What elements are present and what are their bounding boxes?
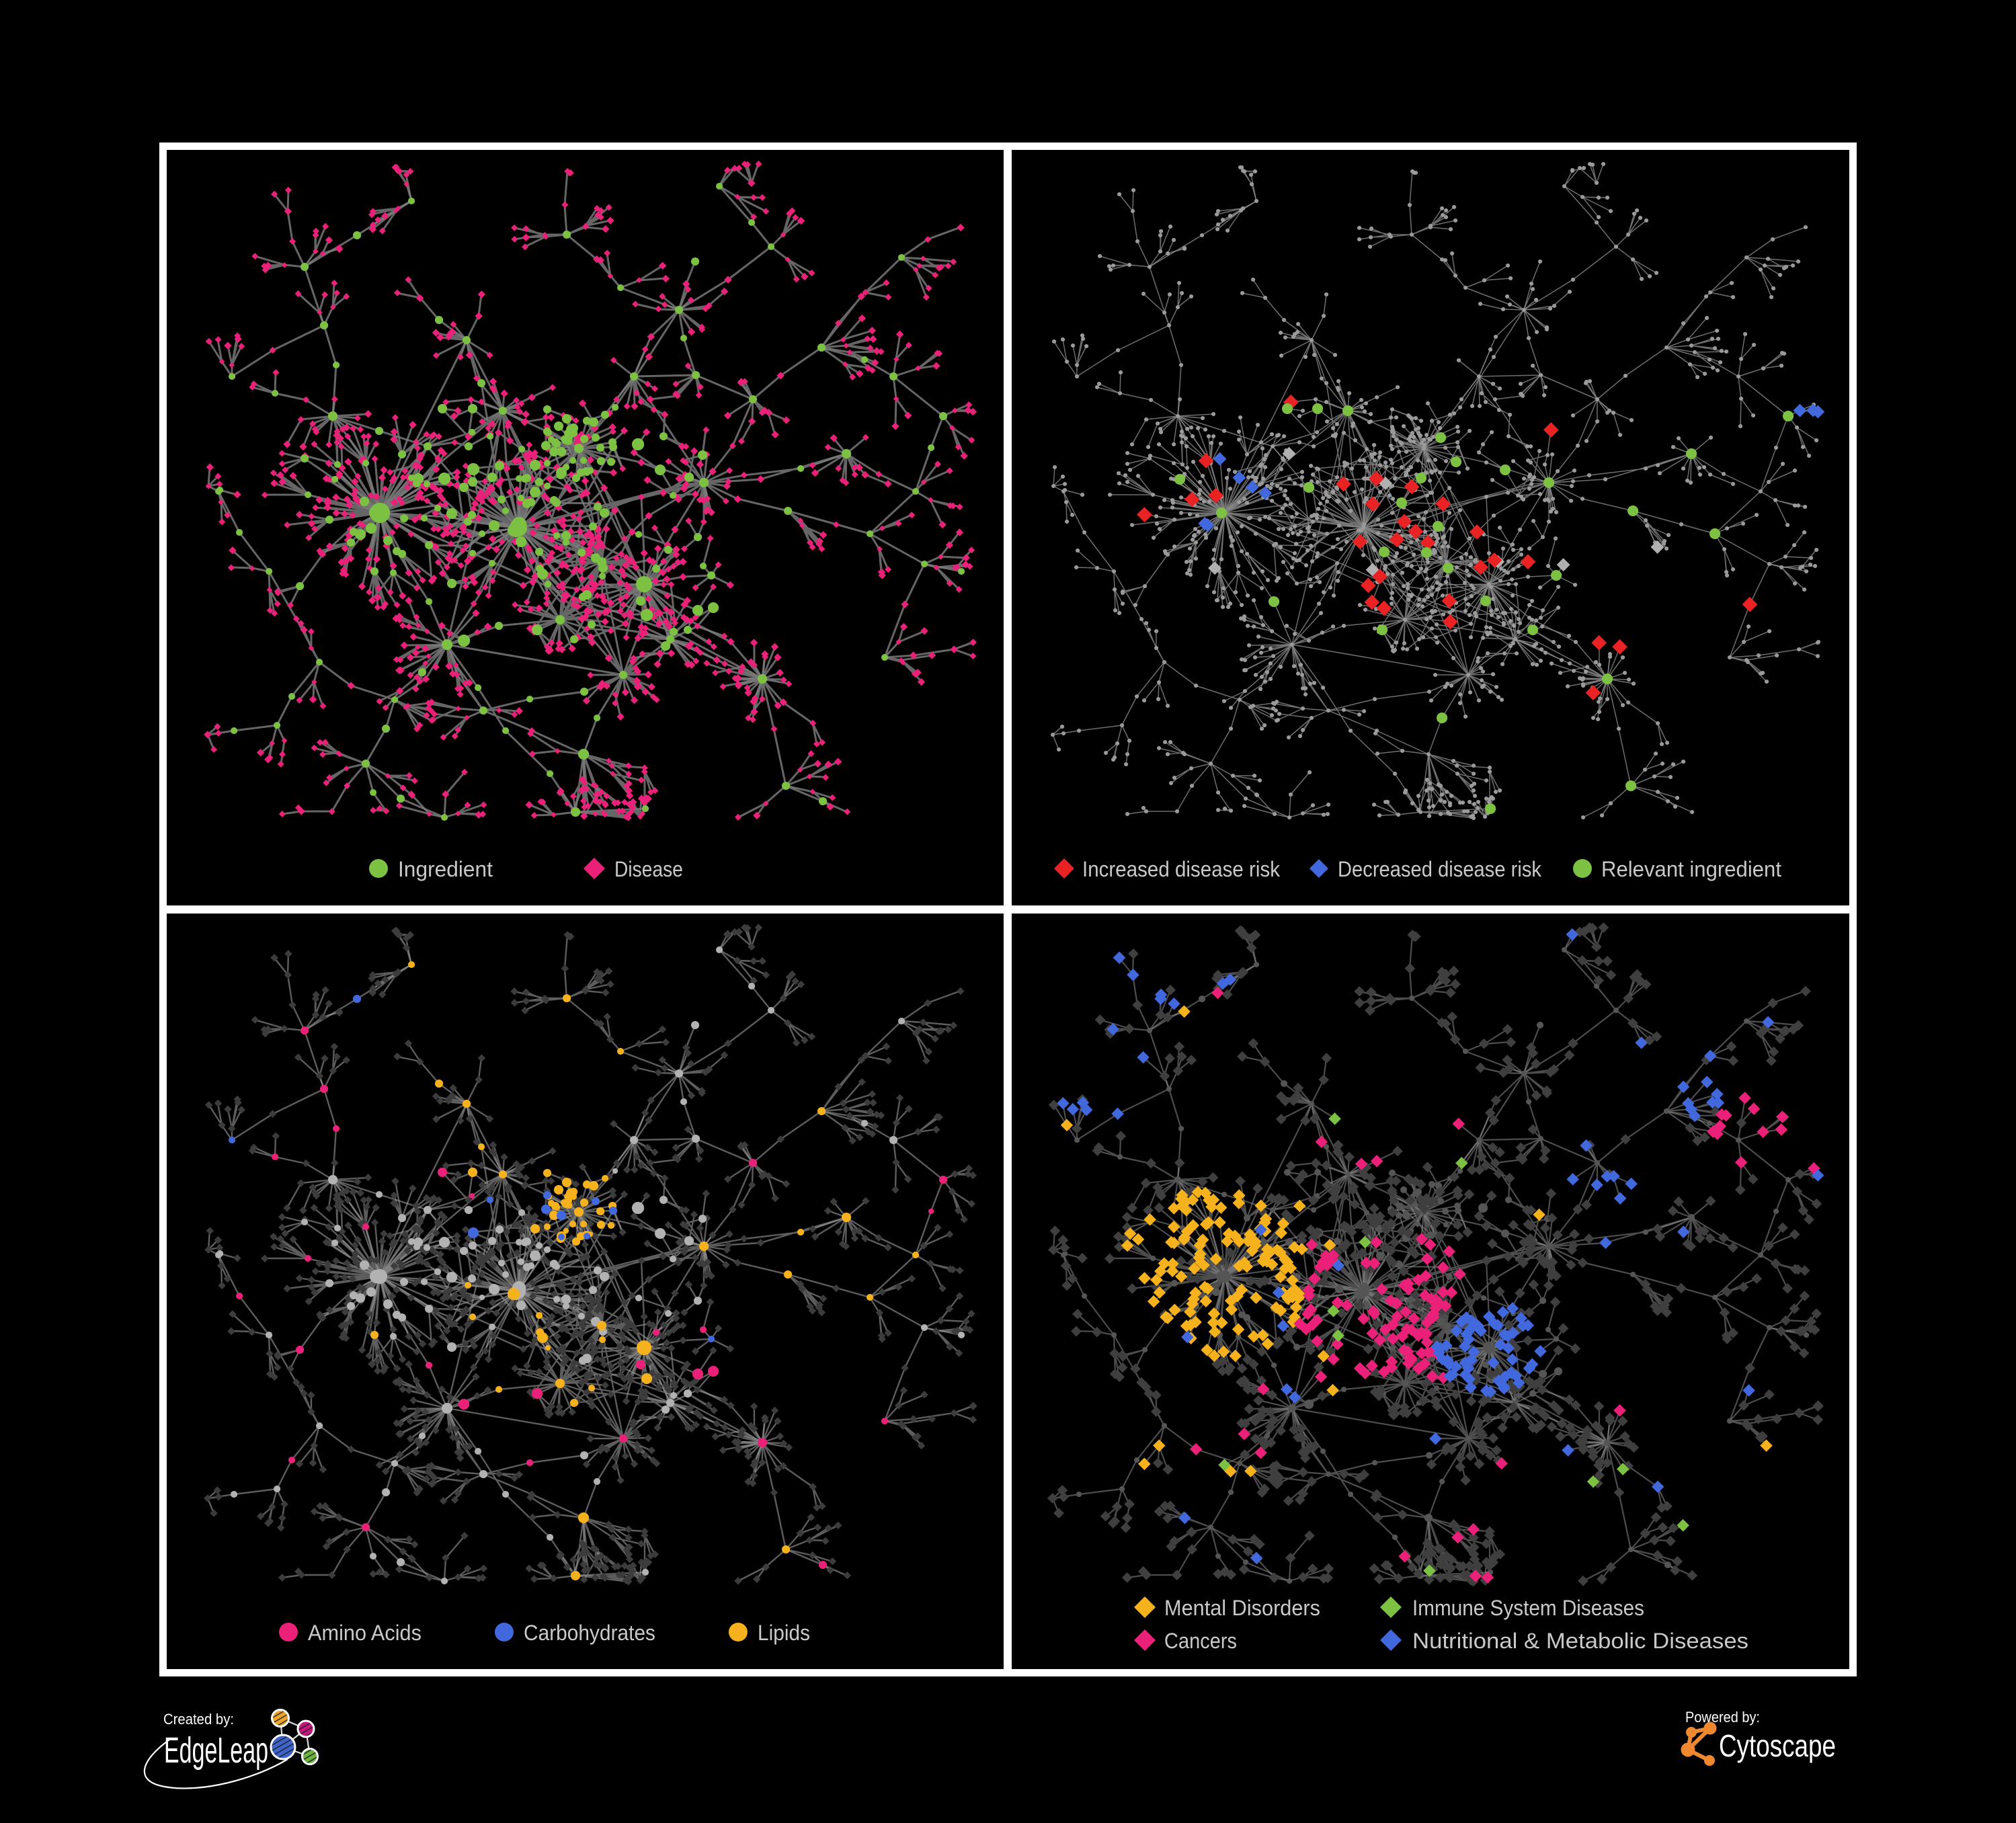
- svg-text:Powered by:: Powered by:: [1685, 1709, 1760, 1726]
- svg-text:Cytoscape: Cytoscape: [1719, 1728, 1836, 1763]
- svg-text:Immune System Diseases: Immune System Diseases: [1412, 1596, 1644, 1620]
- svg-text:Carbohydrates: Carbohydrates: [524, 1621, 655, 1645]
- svg-text:Mental Disorders: Mental Disorders: [1164, 1596, 1320, 1620]
- svg-text:Increased disease risk: Increased disease risk: [1082, 857, 1281, 881]
- svg-text:EdgeLeap: EdgeLeap: [164, 1730, 268, 1771]
- svg-text:Ingredient: Ingredient: [398, 857, 493, 881]
- svg-text:Cancers: Cancers: [1164, 1629, 1237, 1653]
- svg-text:Relevant ingredient: Relevant ingredient: [1601, 857, 1781, 881]
- svg-text:Nutritional & Metabolic Diseas: Nutritional & Metabolic Diseases: [1412, 1629, 1748, 1653]
- svg-text:Decreased disease risk: Decreased disease risk: [1338, 857, 1542, 881]
- svg-text:Disease: Disease: [614, 857, 683, 881]
- svg-text:Created by:: Created by:: [163, 1711, 234, 1728]
- svg-text:Amino Acids: Amino Acids: [308, 1621, 421, 1645]
- svg-text:Lipids: Lipids: [758, 1621, 810, 1645]
